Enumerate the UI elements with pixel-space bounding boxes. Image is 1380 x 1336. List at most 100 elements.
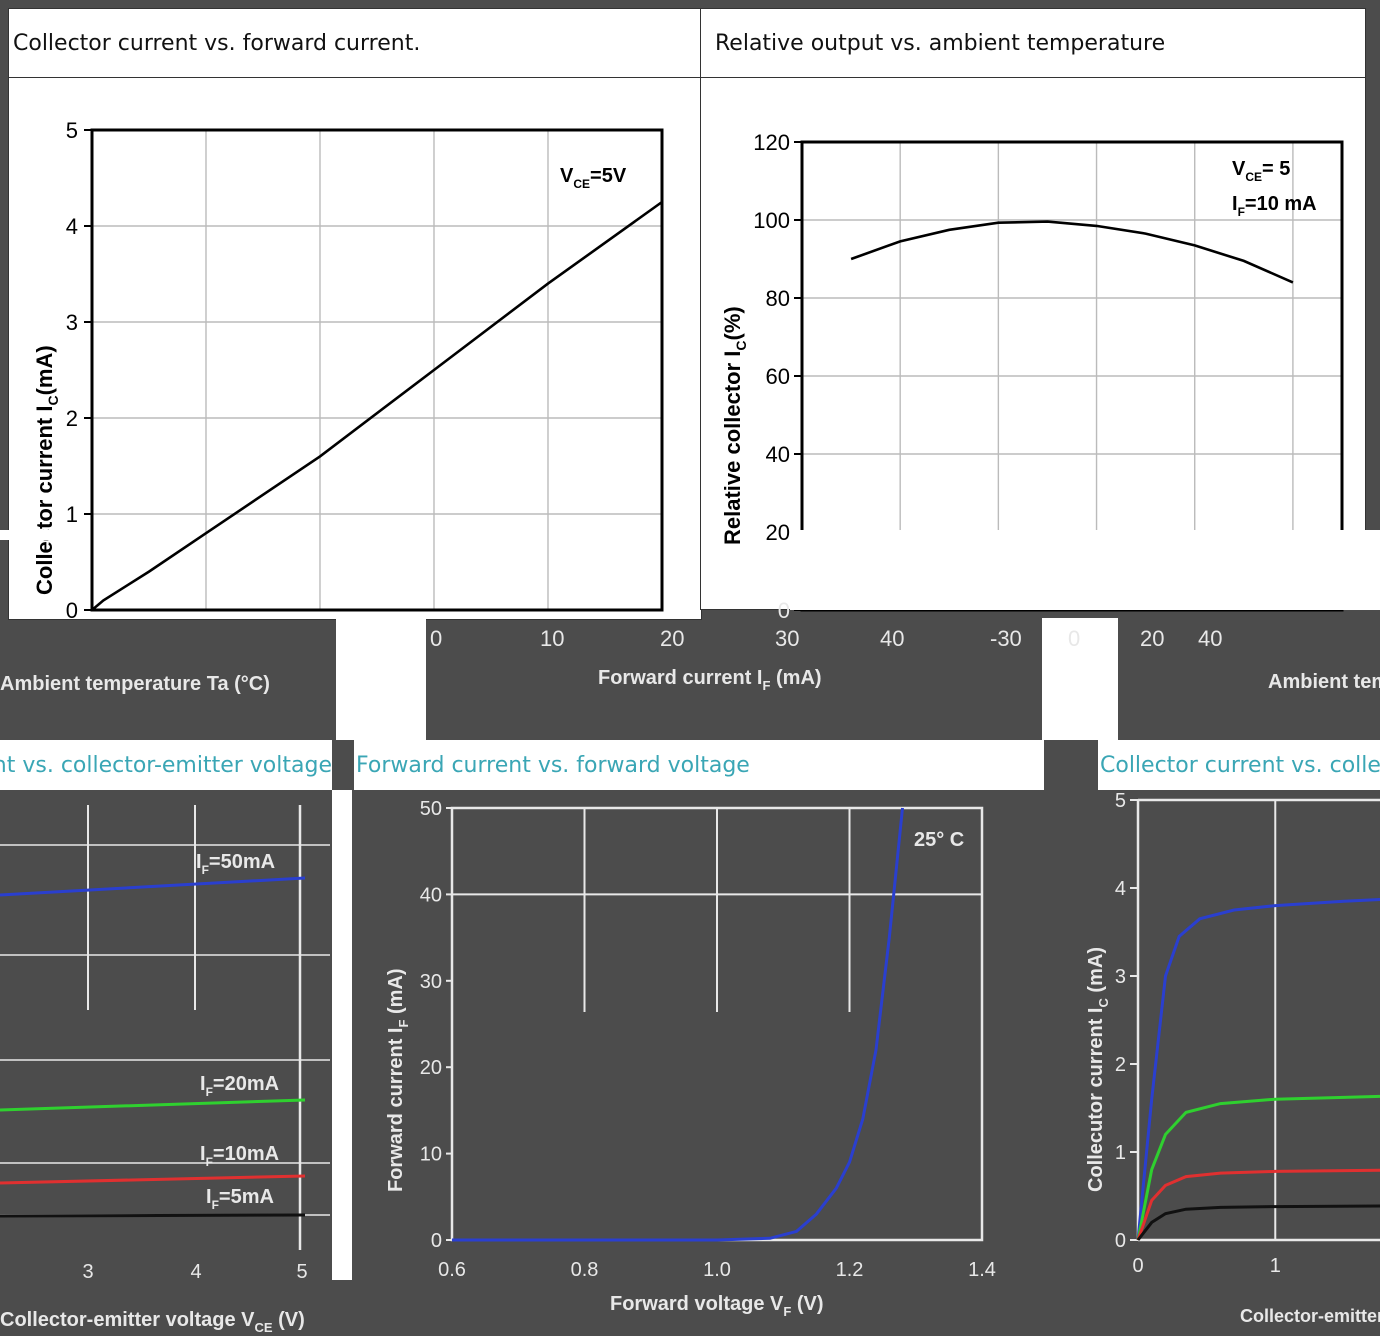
chart-1-y-tick-label: 0 (66, 598, 78, 623)
chart-3-x-tick-label: 3 (82, 1261, 93, 1283)
chart-4-y-tick-label: 20 (420, 1057, 442, 1079)
chart-4-x-ticks: 0.6 0.8 1.0 1.2 1.4 (438, 1259, 996, 1281)
chart-2-y-tick-label: 80 (766, 286, 790, 311)
panel-title: Collector current vs. collector-emitter … (0, 753, 332, 778)
chart-1-y-tick-label: 3 (66, 310, 78, 335)
chart-2-annotation-line1: VCE= 5 (1232, 158, 1290, 184)
chart-1-y-ticks: 0 1 2 3 4 5 (66, 118, 92, 623)
chart-1-y-tick-label: 1 (66, 502, 78, 527)
chart-4-y-tick-label: 10 (420, 1144, 442, 1166)
panel-forward-current-vs-voltage: Forward current vs. forward voltage (354, 740, 1044, 1336)
chart-4-group: 0 10 20 30 40 50 0.6 0.8 1.0 1.2 1.4 25° C Forwar… (385, 798, 996, 1319)
panel-title: Collector current vs. forward current. (9, 9, 701, 78)
chart-1-x-tick-label: 0 (430, 626, 442, 651)
chart-3-series (0, 876, 306, 1218)
chart-5-y-tick-label: 2 (1115, 1054, 1126, 1076)
chart-2-y-tick-label: 120 (753, 130, 790, 155)
chart-2-group: 0 20 40 60 80 100 120 VCE= 5 IF=10 mA Relative… (720, 130, 1344, 623)
chart-5-series-line (1136, 1094, 1380, 1241)
chart-5-series (1136, 898, 1380, 1241)
chart-5-series-line (1136, 898, 1380, 1241)
chart-4-y-tick-label: 40 (420, 884, 442, 906)
panel-title: Relative output vs. ambient temperature (701, 9, 1365, 78)
chart-5-x-tick-label: 1 (1270, 1255, 1281, 1277)
chart-3-series-label: IF=20mA (200, 1073, 279, 1099)
chart-2-series-line (850, 220, 1294, 284)
chart-2-y-tick-label: 0 (778, 598, 790, 623)
chart-2-y-tick-label: 40 (766, 442, 790, 467)
chart-5-x-tick-label: 0 (1132, 1255, 1143, 1277)
chart-4-x-tick-label: 0.8 (571, 1259, 599, 1281)
chart-3-series-line (0, 1213, 306, 1218)
chart-3-series-line (0, 1174, 306, 1185)
chart-4-annotation: 25° C (914, 829, 964, 851)
chart-2-y-tick-label: 60 (766, 364, 790, 389)
ambient-temperature-label-right: Ambient temperature Ta (°C) (1268, 671, 1380, 693)
chart-5-grid (1136, 798, 1380, 1242)
chart-3-x-tick-label: 4 (190, 1261, 201, 1283)
chart-2-y-ticks: 0 20 40 60 80 100 120 (753, 130, 802, 623)
chart-1-group: 0 1 2 3 4 5 VCE=5V Collector current IC(mA) (32, 118, 664, 623)
chart-5-group: 0 1 2 3 4 5 0 1 2 Collecutor current IC (mA) Co… (1085, 790, 1380, 1326)
chart-3-series-labels: IF=50mA IF=20mA IF=10mA IF=5mA (196, 851, 279, 1212)
panel-collector-vs-ce-left: Collector current vs. collector-emitter … (0, 740, 332, 1336)
middle-x-ticks: 0 10 20 30 40 -30 0 20 40 (430, 626, 1222, 651)
chart-5-y-tick-label: 1 (1115, 1142, 1126, 1164)
chart-4-y-tick-label: 30 (420, 971, 442, 993)
chart-4-y-tick-label: 50 (420, 798, 442, 820)
glitch-strip (0, 530, 80, 540)
chart-4-x-tick-label: 1.0 (703, 1259, 731, 1281)
chart-5-x-axis-label: Collector-emitter voltage (1240, 1306, 1380, 1326)
glitch-strip (354, 740, 1044, 790)
chart-2-y-tick-label: 20 (766, 520, 790, 545)
chart-3-series-label: IF=10mA (200, 1143, 279, 1169)
chart-1-y-axis-label: Collector current IC(mA) (32, 345, 61, 595)
chart-5-x-ticks: 012 (1132, 1255, 1281, 1277)
panel-collector-vs-forward: Collector current vs. forward current. (8, 8, 702, 620)
chart-1-y-tick-label: 5 (66, 118, 78, 143)
chart-3-x-tick-label: 5 (296, 1261, 307, 1283)
chart-4-series-line (452, 807, 904, 1242)
chart-4-y-axis-label: Forward current IF (mA) (385, 968, 411, 1192)
chart-5-y-tick-label: 3 (1115, 966, 1126, 988)
chart-2-annotation-line2: IF=10 mA (1232, 193, 1317, 219)
panel-collector-vs-ce-right: Collector current vs. collector-emitter … (1098, 740, 1380, 1336)
chart-3-x-axis-label: Collector-emitter voltage VCE (V) (0, 1309, 305, 1335)
glitch-strip (790, 530, 1380, 610)
chart-5-y-axis-label: Collecutor current IC (mA) (1085, 947, 1111, 1192)
chart-2-y-tick-label: 100 (753, 208, 790, 233)
chart-5-y-tick-label: 5 (1115, 790, 1126, 812)
chart-1-series-line (91, 200, 663, 611)
glitch-strip (1042, 618, 1118, 740)
chart-1-x-tick-label: 30 (775, 626, 799, 651)
chart-3-group: IF=50mA IF=20mA IF=10mA IF=5mA 3 4 5 Collecto… (0, 805, 330, 1335)
panel-title: Forward current vs. forward voltage (356, 753, 750, 778)
chart-4-x-tick-label: 1.2 (836, 1259, 864, 1281)
glitch-strip (336, 618, 426, 740)
chart-3-series-label: IF=5mA (206, 1186, 274, 1212)
chart-4-y-ticks: 0 10 20 30 40 50 (420, 798, 452, 1252)
chart-4-x-tick-label: 1.4 (968, 1259, 996, 1281)
chart-1-x-tick-label: 40 (880, 626, 904, 651)
chart-1-y-tick-label: 2 (66, 406, 78, 431)
chart-3-x-ticks: 3 4 5 (82, 1261, 307, 1283)
chart-3-series-line (0, 1098, 306, 1112)
chart-5-y-tick-label: 4 (1115, 878, 1126, 900)
chart-5-y-tick-label: 0 (1115, 1230, 1126, 1252)
chart-4-y-tick-label: 0 (431, 1230, 442, 1252)
glitch-strip (0, 740, 332, 790)
chart-2-x-tick-label: 40 (1198, 626, 1222, 651)
chart-2-x-tick-label: 0 (1068, 626, 1080, 651)
chart-2-x-tick-label: 20 (1140, 626, 1164, 651)
chart-2-x-tick-label: -30 (990, 626, 1022, 651)
chart-1-y-tick-label: 4 (66, 214, 78, 239)
chart-4-x-tick-label: 0.6 (438, 1259, 466, 1281)
glitch-strip (332, 790, 352, 1280)
glitch-strip (1098, 740, 1380, 790)
panel-relative-output: Relative output vs. ambient temperature (700, 8, 1366, 610)
